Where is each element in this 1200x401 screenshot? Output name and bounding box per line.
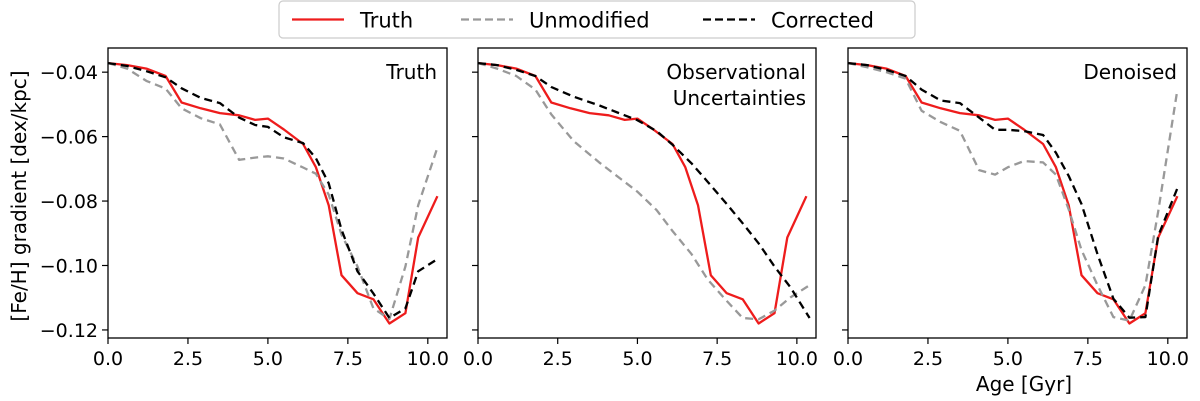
legend-label-truth: Truth xyxy=(359,9,413,33)
panel-title: Denoised xyxy=(1083,60,1177,84)
x-tick-label: 2.5 xyxy=(173,348,203,370)
x-tick-label: 5.0 xyxy=(622,348,652,370)
y-tick-label: −0.12 xyxy=(40,320,98,342)
x-tick-label: 7.5 xyxy=(1073,348,1103,370)
plot-frame xyxy=(847,47,1188,339)
y-tick-label: −0.10 xyxy=(40,256,98,278)
series-unmodified-line xyxy=(478,61,811,321)
series-corrected-line xyxy=(108,61,439,320)
x-tick-label: 5.0 xyxy=(253,348,283,370)
x-tick-label: 2.5 xyxy=(913,348,943,370)
panel-3: 0.0 2.5 5.0 7.5 10.0 Denoised xyxy=(833,47,1189,370)
x-tick-label: 0.0 xyxy=(463,348,493,370)
x-tick-label: 10.0 xyxy=(776,348,818,370)
x-tick-label: 7.5 xyxy=(333,348,363,370)
y-tick-label: −0.06 xyxy=(40,127,98,149)
panel-2: 0.0 2.5 5.0 7.5 10.0 ObservationalUncertainti… xyxy=(463,47,818,370)
series-unmodified-line xyxy=(108,61,439,321)
x-axis-label: Age [Gyr] xyxy=(976,372,1072,396)
panel-title: Uncertainties xyxy=(673,86,806,110)
x-tick-label: 0.0 xyxy=(833,348,863,370)
series-truth-line xyxy=(848,61,1179,325)
y-tick-label: −0.04 xyxy=(40,62,98,84)
series-corrected-line xyxy=(848,61,1179,319)
panel-1: 0.0 2.5 5.0 7.5 10.0 −0.04 −0.06 −0.08 −0.10 −0.1… xyxy=(40,47,449,370)
x-tick-label: 10.0 xyxy=(407,348,449,370)
y-axis-label: [Fe/H] gradient [dex/kpc] xyxy=(7,70,31,321)
legend-frame xyxy=(278,0,916,39)
x-tick-label: 5.0 xyxy=(993,348,1023,370)
series-unmodified-line xyxy=(848,61,1179,322)
y-tick-label: −0.08 xyxy=(40,191,98,213)
panels: 0.0 2.5 5.0 7.5 10.0 −0.04 −0.06 −0.08 −0.10 −0.1… xyxy=(40,47,1189,370)
panel-title: Observational xyxy=(666,60,806,84)
legend-label-unmodified: Unmodified xyxy=(529,9,650,33)
panel-title: Truth xyxy=(385,60,437,84)
legend-label-corrected: Corrected xyxy=(771,9,874,33)
legend: Truth Unmodified Corrected xyxy=(278,0,916,39)
plot-frame xyxy=(107,47,448,339)
x-tick-label: 7.5 xyxy=(702,348,732,370)
plot-frame xyxy=(477,47,817,339)
series-truth-line xyxy=(108,61,439,325)
x-tick-label: 0.0 xyxy=(93,348,123,370)
x-tick-label: 10.0 xyxy=(1147,348,1189,370)
series-corrected-line xyxy=(478,61,811,319)
x-tick-label: 2.5 xyxy=(543,348,573,370)
